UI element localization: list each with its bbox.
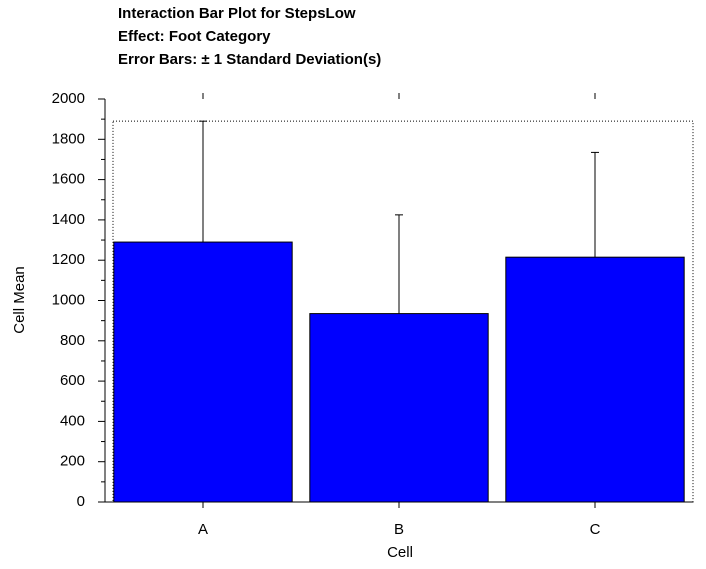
bar bbox=[505, 256, 685, 503]
y-tick-label: 800 bbox=[60, 332, 85, 349]
y-tick-label: 0 bbox=[77, 493, 85, 510]
y-tick-label: 400 bbox=[60, 412, 85, 429]
x-axis-label: Cell bbox=[387, 544, 413, 561]
chart-subtitle: Effect: Foot Category bbox=[118, 28, 271, 45]
chart-note: Error Bars: ± 1 Standard Deviation(s) bbox=[118, 51, 381, 68]
y-tick-label: 2000 bbox=[52, 90, 85, 107]
x-tick-label: C bbox=[590, 521, 601, 538]
bar bbox=[113, 241, 293, 503]
y-tick-label: 1600 bbox=[52, 171, 85, 188]
y-tick-label: 1800 bbox=[52, 130, 85, 147]
chart-title: Interaction Bar Plot for StepsLow bbox=[118, 5, 356, 22]
y-tick-label: 1400 bbox=[52, 211, 85, 228]
y-tick-label: 1200 bbox=[52, 251, 85, 268]
data-frame bbox=[112, 120, 694, 503]
y-tick-label: 200 bbox=[60, 453, 85, 470]
y-tick-label: 600 bbox=[60, 372, 85, 389]
y-axis-label: Cell Mean bbox=[11, 266, 28, 334]
y-tick-label: 1000 bbox=[52, 291, 85, 308]
bar bbox=[309, 313, 489, 503]
x-tick-label: A bbox=[198, 521, 208, 538]
x-tick-label: B bbox=[394, 521, 404, 538]
